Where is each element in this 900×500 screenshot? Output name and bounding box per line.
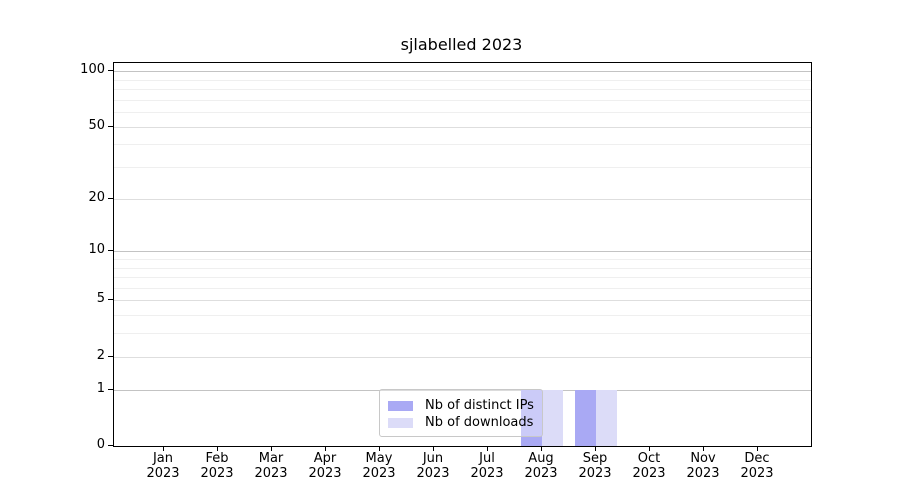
x-tick-mark-dec-2023 xyxy=(757,446,758,451)
y-gridline-8 xyxy=(114,267,811,269)
grid-layer xyxy=(114,63,811,446)
x-tick-label-may-2023: May 2023 xyxy=(362,451,396,481)
y-tick-label-100: 100 xyxy=(80,62,105,77)
y-gridline-9 xyxy=(114,258,811,260)
y-gridline-100 xyxy=(114,71,811,72)
y-gridline-1 xyxy=(114,389,811,391)
legend-item-distinct-ips: Nb of distinct IPs xyxy=(388,397,542,414)
x-tick-mark-jul-2023 xyxy=(487,446,488,451)
y-gridline-90 xyxy=(114,79,811,81)
y-tick-mark-1 xyxy=(108,388,113,390)
x-tick-label-nov-2023: Nov 2023 xyxy=(686,451,720,481)
chart-title: sjlabelled 2023 xyxy=(400,35,523,54)
x-tick-mark-sep-2023 xyxy=(595,446,596,451)
y-gridline-2 xyxy=(114,356,811,358)
y-gridline-60 xyxy=(114,112,811,113)
legend-label-distinct-ips: Nb of distinct IPs xyxy=(425,398,534,413)
y-tick-mark-10 xyxy=(108,250,113,252)
y-gridline-50 xyxy=(114,126,811,128)
y-tick-mark-2 xyxy=(108,355,113,357)
x-tick-mark-nov-2023 xyxy=(703,446,704,451)
y-tick-mark-100 xyxy=(108,70,113,71)
y-gridline-6 xyxy=(114,287,811,289)
legend-swatch-distinct-ips xyxy=(388,400,413,411)
y-tick-label-10: 10 xyxy=(88,242,105,258)
bar-layer xyxy=(114,63,811,446)
y-tick-label-2: 2 xyxy=(96,347,105,363)
x-tick-label-feb-2023: Feb 2023 xyxy=(200,451,234,481)
y-tick-label-50: 50 xyxy=(88,117,105,133)
y-tick-mark-5 xyxy=(108,299,113,301)
x-tick-label-jun-2023: Jun 2023 xyxy=(416,451,450,481)
y-gridline-7 xyxy=(114,277,811,278)
x-tick-mark-jan-2023 xyxy=(163,446,164,451)
y-tick-mark-50 xyxy=(108,125,113,127)
legend-swatch-downloads xyxy=(388,417,413,428)
x-tick-mark-mar-2023 xyxy=(271,446,272,451)
y-gridline-40 xyxy=(114,144,811,146)
y-tick-label-1: 1 xyxy=(96,380,105,396)
x-tick-mark-feb-2023 xyxy=(217,446,218,451)
x-tick-label-jul-2023: Jul 2023 xyxy=(470,451,504,481)
y-tick-mark-0 xyxy=(108,445,113,446)
x-tick-label-aug-2023: Aug 2023 xyxy=(524,451,558,481)
plot-area: Nb of distinct IPs Nb of downloads xyxy=(113,62,812,447)
x-tick-label-apr-2023: Apr 2023 xyxy=(308,451,342,481)
legend: Nb of distinct IPs Nb of downloads xyxy=(379,389,543,437)
y-gridline-30 xyxy=(114,167,811,168)
y-gridline-20 xyxy=(114,198,811,200)
x-tick-label-dec-2023: Dec 2023 xyxy=(740,451,774,481)
y-tick-mark-20 xyxy=(108,197,113,199)
y-tick-label-20: 20 xyxy=(88,189,105,205)
bar-nb-of-distinct-ips-aug-2023 xyxy=(521,389,542,446)
x-tick-label-sep-2023: Sep 2023 xyxy=(578,451,612,481)
y-gridline-80 xyxy=(114,88,811,90)
y-gridline-10 xyxy=(114,251,811,253)
y-gridline-70 xyxy=(114,99,811,101)
y-tick-label-0: 0 xyxy=(96,437,105,452)
y-tick-label-5: 5 xyxy=(96,291,105,307)
bar-nb-of-downloads-sep-2023 xyxy=(596,389,617,446)
legend-item-downloads: Nb of downloads xyxy=(388,414,542,431)
bar-nb-of-downloads-aug-2023 xyxy=(542,389,563,446)
x-tick-mark-may-2023 xyxy=(379,446,380,451)
x-tick-mark-apr-2023 xyxy=(325,446,326,451)
legend-label-downloads: Nb of downloads xyxy=(425,415,534,430)
x-tick-label-oct-2023: Oct 2023 xyxy=(632,451,666,481)
x-tick-mark-oct-2023 xyxy=(649,446,650,451)
x-tick-label-mar-2023: Mar 2023 xyxy=(254,451,288,481)
y-gridline-5 xyxy=(114,300,811,302)
bar-nb-of-distinct-ips-sep-2023 xyxy=(575,389,596,446)
x-tick-mark-jun-2023 xyxy=(433,446,434,451)
x-tick-label-jan-2023: Jan 2023 xyxy=(146,451,180,481)
y-gridline-4 xyxy=(114,315,811,317)
y-gridline-3 xyxy=(114,333,811,335)
x-tick-mark-aug-2023 xyxy=(541,446,542,451)
